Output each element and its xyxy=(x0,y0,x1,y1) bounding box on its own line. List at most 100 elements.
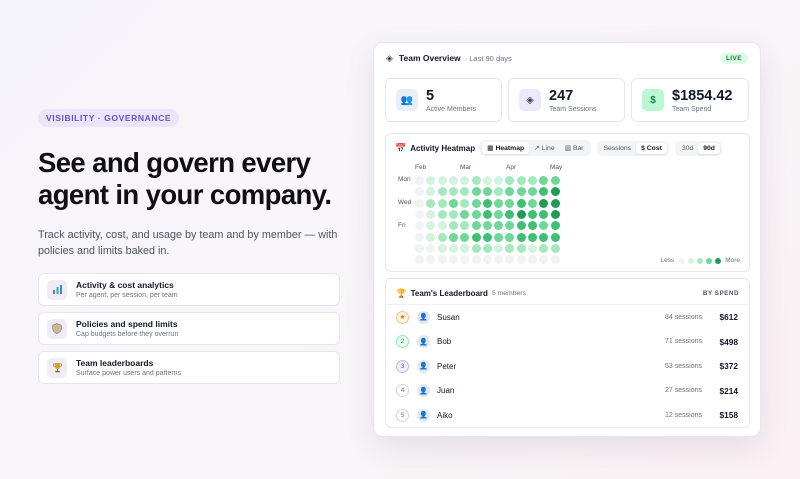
heatmap-cell[interactable] xyxy=(482,198,492,208)
heatmap-cell[interactable] xyxy=(415,232,424,242)
leaderboard-row[interactable]: ★ 👤 Susan 84 sessions $612 xyxy=(386,305,749,330)
heatmap-cell[interactable] xyxy=(448,243,458,253)
heatmap-cell[interactable] xyxy=(471,221,481,231)
heatmap-cell[interactable] xyxy=(494,198,504,208)
heatmap-cell[interactable] xyxy=(426,176,436,185)
heatmap-cell[interactable] xyxy=(460,243,470,253)
heatmap-cell[interactable] xyxy=(437,187,447,197)
heatmap-cell[interactable] xyxy=(415,243,424,253)
heatmap-cell[interactable] xyxy=(482,221,492,231)
heatmap-cell[interactable] xyxy=(460,187,470,197)
heatmap-cell[interactable] xyxy=(494,243,504,253)
heatmap-cell[interactable] xyxy=(482,243,492,253)
heatmap-cell[interactable] xyxy=(550,209,560,219)
heatmap-cell[interactable] xyxy=(539,232,549,242)
heatmap-cell[interactable] xyxy=(516,221,526,231)
heatmap-cell[interactable] xyxy=(550,176,560,185)
view-bar-button[interactable]: ▥ Bar xyxy=(564,145,584,152)
heatmap-cell[interactable] xyxy=(437,198,447,208)
heatmap-cell[interactable] xyxy=(437,176,447,185)
heatmap-cell[interactable] xyxy=(415,221,424,231)
heatmap-cell[interactable] xyxy=(471,255,481,265)
heatmap-cell[interactable] xyxy=(437,209,447,219)
heatmap-cell[interactable] xyxy=(471,198,481,208)
heatmap-cell[interactable] xyxy=(505,255,515,265)
heatmap-cell[interactable] xyxy=(528,232,537,242)
heatmap-cell[interactable] xyxy=(494,176,504,185)
heatmap-cell[interactable] xyxy=(460,176,470,185)
heatmap-cell[interactable] xyxy=(539,255,549,265)
heatmap-cell[interactable] xyxy=(516,187,526,197)
heatmap-cell[interactable] xyxy=(550,221,560,231)
heatmap-cell[interactable] xyxy=(415,209,424,219)
heatmap-cell[interactable] xyxy=(437,232,447,242)
heatmap-cell[interactable] xyxy=(528,176,537,185)
heatmap-cell[interactable] xyxy=(437,255,447,265)
heatmap-cell[interactable] xyxy=(426,232,436,242)
heatmap-cell[interactable] xyxy=(426,221,436,231)
heatmap-cell[interactable] xyxy=(528,255,537,265)
heatmap-cell[interactable] xyxy=(539,243,549,253)
heatmap-cell[interactable] xyxy=(528,243,537,253)
heatmap-cell[interactable] xyxy=(505,221,515,231)
heatmap-cell[interactable] xyxy=(550,255,560,265)
heatmap-cell[interactable] xyxy=(550,198,560,208)
heatmap-cell[interactable] xyxy=(448,232,458,242)
heatmap-cell[interactable] xyxy=(516,243,526,253)
heatmap-cell[interactable] xyxy=(471,209,481,219)
heatmap-cell[interactable] xyxy=(494,255,504,265)
heatmap-cell[interactable] xyxy=(505,187,515,197)
heatmap-cell[interactable] xyxy=(539,176,549,185)
heatmap-cell[interactable] xyxy=(516,255,526,265)
heatmap-cell[interactable] xyxy=(426,187,436,197)
heatmap-cell[interactable] xyxy=(460,198,470,208)
heatmap-cell[interactable] xyxy=(516,209,526,219)
heatmap-cell[interactable] xyxy=(505,176,515,185)
heatmap-cell[interactable] xyxy=(482,187,492,197)
heatmap-cell[interactable] xyxy=(448,255,458,265)
heatmap-cell[interactable] xyxy=(415,187,424,197)
heatmap-cell[interactable] xyxy=(471,232,481,242)
heatmap-cell[interactable] xyxy=(516,232,526,242)
heatmap-cell[interactable] xyxy=(448,209,458,219)
heatmap-cell[interactable] xyxy=(415,198,424,208)
range-30d-button[interactable]: 30d xyxy=(681,144,694,152)
heatmap-cell[interactable] xyxy=(448,176,458,185)
heatmap-cell[interactable] xyxy=(471,187,481,197)
heatmap-cell[interactable] xyxy=(460,221,470,231)
heatmap-cell[interactable] xyxy=(528,221,537,231)
leaderboard-row[interactable]: 2 👤 Bob 71 sessions $498 xyxy=(386,330,749,355)
heatmap-cell[interactable] xyxy=(460,232,470,242)
heatmap-cell[interactable] xyxy=(482,176,492,185)
heatmap-cell[interactable] xyxy=(482,255,492,265)
heatmap-cell[interactable] xyxy=(494,232,504,242)
heatmap-cell[interactable] xyxy=(494,209,504,219)
heatmap-cell[interactable] xyxy=(437,243,447,253)
heatmap-cell[interactable] xyxy=(482,209,492,219)
heatmap-cell[interactable] xyxy=(426,198,436,208)
heatmap-cell[interactable] xyxy=(426,243,436,253)
heatmap-cell[interactable] xyxy=(550,232,560,242)
heatmap-cell[interactable] xyxy=(448,187,458,197)
heatmap-cell[interactable] xyxy=(448,221,458,231)
heatmap-cell[interactable] xyxy=(516,198,526,208)
heatmap-cell[interactable] xyxy=(460,255,470,265)
leaderboard-row[interactable]: 5 👤 Aiko 12 sessions $158 xyxy=(386,403,749,428)
heatmap-cell[interactable] xyxy=(494,187,504,197)
heatmap-cell[interactable] xyxy=(539,198,549,208)
heatmap-cell[interactable] xyxy=(471,176,481,185)
heatmap-cell[interactable] xyxy=(505,198,515,208)
heatmap-cell[interactable] xyxy=(415,255,424,265)
heatmap-cell[interactable] xyxy=(437,221,447,231)
heatmap-cell[interactable] xyxy=(471,243,481,253)
metric-cost-button[interactable]: $ Cost xyxy=(636,142,667,154)
range-90d-button[interactable]: 90d xyxy=(698,142,720,154)
heatmap-cell[interactable] xyxy=(550,243,560,253)
heatmap-cell[interactable] xyxy=(528,187,537,197)
heatmap-cell[interactable] xyxy=(426,209,436,219)
heatmap-cell[interactable] xyxy=(505,232,515,242)
leaderboard-row[interactable]: 4 👤 Juan 27 sessions $214 xyxy=(386,379,749,404)
heatmap-cell[interactable] xyxy=(528,198,537,208)
metric-sessions-button[interactable]: Sessions xyxy=(603,144,632,152)
heatmap-cell[interactable] xyxy=(426,255,436,265)
